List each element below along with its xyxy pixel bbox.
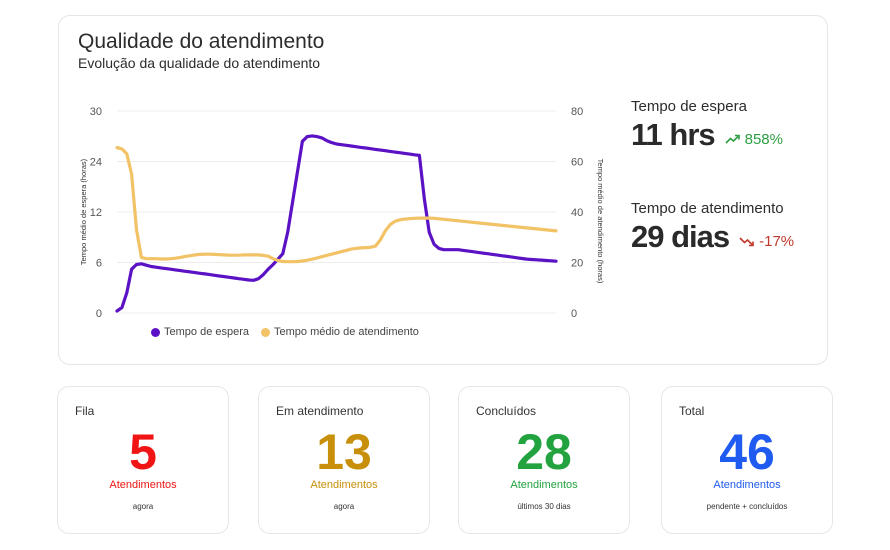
metric-change: 858% <box>725 131 783 148</box>
stat-label: Em atendimento <box>276 404 364 418</box>
series-line-tempo-espera <box>115 134 558 313</box>
stat-unit: Atendimentos <box>510 479 578 491</box>
quality-chart: 30 80 24 60 12 40 6 20 0 0 Tempo médio de espera (… <box>79 106 605 320</box>
y2-tick-label: 0 <box>571 308 577 320</box>
stat-unit: Atendimentos <box>713 479 781 491</box>
card-subtitle: Evolução da qualidade do atendimento <box>78 55 321 71</box>
y-tick-label: 12 <box>90 207 102 219</box>
y2-tick-label: 80 <box>571 106 583 118</box>
stat-note: agora <box>132 502 154 511</box>
stat-value: 5 <box>129 424 157 480</box>
stat-label: Concluídos <box>476 404 537 418</box>
y2-tick-label: 60 <box>571 157 583 169</box>
stat-card-fila[interactable]: Fila 5 Atendimentos agora <box>57 386 229 534</box>
stat-card-total[interactable]: Total 46 Atendimentos pendente + concluí… <box>661 386 833 534</box>
metric-label: Tempo de espera <box>631 98 747 115</box>
legend-item-atendimento[interactable]: Tempo médio de atendimento <box>261 326 419 338</box>
stat-card-em-atendimento[interactable]: Em atendimento 13 Atendimentos agora <box>258 386 430 534</box>
stat-note: últimos 30 dias <box>517 502 571 511</box>
card-title: Qualidade do atendimento <box>78 30 325 53</box>
legend-label-atendimento: Tempo médio de atendimento <box>274 326 419 338</box>
metric-value: 11 hrs <box>631 117 716 152</box>
y-tick-label: 24 <box>90 157 102 169</box>
legend-item-espera[interactable]: Tempo de espera <box>151 326 249 338</box>
y-tick-label: 30 <box>90 106 102 118</box>
stat-card-concluidos[interactable]: Concluídos 28 Atendimentos últimos 30 di… <box>458 386 630 534</box>
metric-tempo-espera: Tempo de espera 11 hrs 858% <box>631 98 783 153</box>
trend-down-icon <box>739 237 754 247</box>
y-axis-label: Tempo médio de espera (horas) <box>79 158 88 265</box>
stat-unit: Atendimentos <box>109 479 177 491</box>
y2-tick-label: 20 <box>571 258 583 270</box>
trend-up-icon <box>725 134 740 144</box>
legend-label-espera: Tempo de espera <box>164 326 249 338</box>
metric-change: -17% <box>739 233 794 250</box>
metric-change-value: 858% <box>744 131 783 148</box>
stat-value: 13 <box>316 424 372 480</box>
metric-tempo-atendimento: Tempo de atendimento 29 dias -17% <box>631 200 794 255</box>
legend-swatch-espera <box>151 327 160 337</box>
stat-note: agora <box>333 502 355 511</box>
stat-label: Total <box>679 404 705 418</box>
y-tick-label: 0 <box>96 308 102 320</box>
y2-axis-label: Tempo médio de atendimento (horas) <box>596 159 605 284</box>
metric-label: Tempo de atendimento <box>631 200 784 217</box>
metric-change-value: -17% <box>759 233 795 250</box>
quality-card: Qualidade do atendimento Evolução da qua… <box>58 15 828 365</box>
stat-note: pendente + concluídos <box>706 502 788 511</box>
y-tick-label: 6 <box>96 258 102 270</box>
stat-label: Fila <box>75 404 95 418</box>
stat-unit: Atendimentos <box>310 479 378 491</box>
metric-value: 29 dias <box>631 219 730 254</box>
stat-value: 46 <box>719 424 775 480</box>
y2-tick-label: 40 <box>571 207 583 219</box>
chart-legend: Tempo de espera Tempo médio de atendimen… <box>151 326 419 338</box>
legend-swatch-atendimento <box>261 327 270 337</box>
series-line-tempo-atendimento <box>115 146 558 264</box>
stat-value: 28 <box>516 424 572 480</box>
